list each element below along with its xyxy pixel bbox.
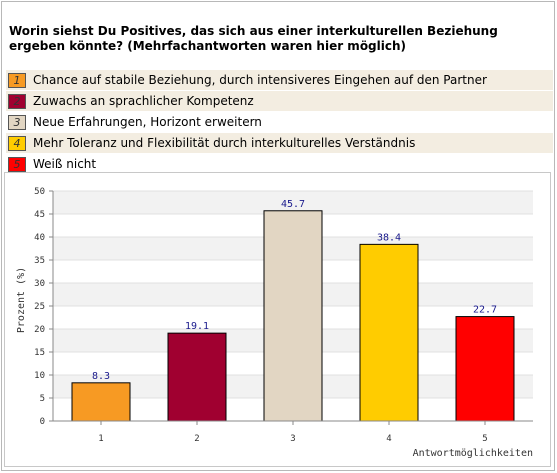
data-label: 8.3 <box>92 371 110 382</box>
legend-swatch: 5 <box>8 156 26 172</box>
y-tick-label: 0 <box>40 417 45 427</box>
y-tick-label: 10 <box>34 371 45 381</box>
legend: 1 Chance auf stabile Beziehung, durch in… <box>6 70 553 175</box>
legend-label: Neue Erfahrungen, Horizont erweitern <box>33 115 262 129</box>
legend-swatch: 2 <box>8 93 26 109</box>
legend-item: 3 Neue Erfahrungen, Horizont erweitern <box>6 112 553 132</box>
y-tick-label: 25 <box>34 302 45 312</box>
question-text: Worin siehst Du Positives, das sich aus … <box>9 24 498 53</box>
axis-layer: 0 5 10 15 20 25 30 35 40 45 50 8.3 1 19.1 2 45.7 3 38.4 4 2… <box>34 187 533 444</box>
y-axis-label: Prozent (%) <box>16 267 27 333</box>
y-tick-label: 5 <box>40 394 45 404</box>
y-tick-label: 40 <box>34 233 45 243</box>
legend-label: Chance auf stabile Beziehung, durch inte… <box>33 73 487 87</box>
chart-container: 0 5 10 15 20 25 30 35 40 45 50 8.3 1 19.1 2 45.7 3 38.4 4 2… <box>4 172 551 467</box>
x-tick-label: 3 <box>290 434 295 444</box>
grid-band <box>53 191 533 214</box>
bar <box>167 332 227 422</box>
x-tick-label: 2 <box>194 434 199 444</box>
data-label: 45.7 <box>281 199 305 210</box>
legend-item: 4 Mehr Toleranz und Flexibilität durch i… <box>6 133 553 153</box>
x-axis-label: Antwortmöglichkeiten <box>413 448 533 459</box>
legend-item: 1 Chance auf stabile Beziehung, durch in… <box>6 70 553 90</box>
y-tick-label: 20 <box>34 325 45 335</box>
data-label: 19.1 <box>185 321 209 332</box>
legend-item: 2 Zuwachs an sprachlicher Kompetenz <box>6 91 553 111</box>
bar <box>359 243 419 422</box>
bar-layer <box>71 210 515 422</box>
y-tick-label: 15 <box>34 348 45 358</box>
bar <box>263 210 323 422</box>
y-tick-label: 50 <box>34 187 45 197</box>
data-label: 22.7 <box>473 305 497 316</box>
x-tick-label: 4 <box>386 434 391 444</box>
legend-label: Zuwachs an sprachlicher Kompetenz <box>33 94 254 108</box>
bar <box>455 316 515 422</box>
y-tick-label: 45 <box>34 210 45 220</box>
x-tick-label: 5 <box>482 434 487 444</box>
legend-label: Mehr Toleranz und Flexibilität durch int… <box>33 136 416 150</box>
legend-item: 5 Weiß nicht <box>6 154 553 174</box>
legend-label: Weiß nicht <box>33 157 97 171</box>
legend-swatch: 1 <box>8 72 26 88</box>
legend-swatch: 3 <box>8 114 26 130</box>
y-tick-label: 30 <box>34 279 45 289</box>
bar-chart: 0 5 10 15 20 25 30 35 40 45 50 8.3 1 19.1 2 45.7 3 38.4 4 2… <box>16 187 533 459</box>
bar <box>71 382 131 422</box>
y-tick-label: 35 <box>34 256 45 266</box>
data-label: 38.4 <box>377 232 401 243</box>
x-tick-label: 1 <box>98 434 103 444</box>
legend-swatch: 4 <box>8 135 26 151</box>
